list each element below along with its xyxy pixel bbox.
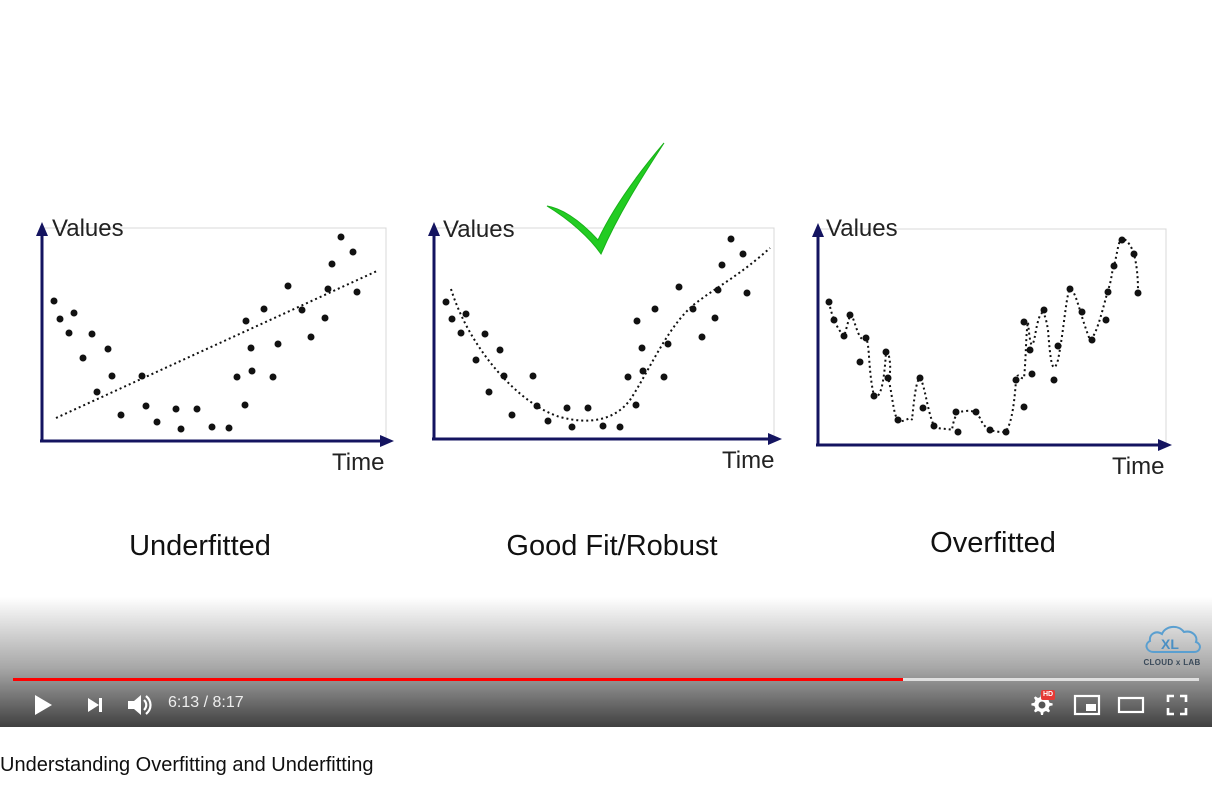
fullscreen-icon bbox=[1166, 694, 1188, 716]
chart-panel-underfitted: Values Time bbox=[36, 215, 394, 562]
next-button[interactable] bbox=[80, 688, 110, 722]
data-points bbox=[825, 236, 1142, 436]
panel-caption: Good Fit/Robust bbox=[506, 530, 717, 562]
watermark-text: CLOUD x LAB bbox=[1143, 658, 1201, 667]
theater-icon bbox=[1117, 696, 1145, 714]
volume-button[interactable] bbox=[122, 688, 156, 722]
channel-watermark[interactable]: XL CLOUD x LAB bbox=[1140, 622, 1204, 670]
x-axis-arrow bbox=[768, 433, 782, 445]
x-axis-arrow bbox=[1158, 439, 1172, 451]
play-button[interactable] bbox=[28, 688, 58, 722]
data-points bbox=[442, 235, 751, 431]
panel-caption: Overfitted bbox=[930, 527, 1056, 559]
video-frame: Values Time bbox=[36, 142, 1172, 562]
check-mark-icon bbox=[546, 142, 665, 256]
progress-bar[interactable] bbox=[13, 678, 1199, 681]
x-axis-label: Time bbox=[722, 447, 774, 474]
y-axis-label: Values bbox=[443, 216, 515, 243]
fit-curve bbox=[450, 247, 771, 422]
fullscreen-button[interactable] bbox=[1160, 688, 1194, 722]
settings-button[interactable]: HD bbox=[1026, 688, 1060, 722]
cloud-logo-icon: XL bbox=[1145, 626, 1201, 653]
hd-badge: HD bbox=[1041, 690, 1056, 700]
time-display: 6:13 / 8:17 bbox=[168, 694, 244, 711]
play-icon bbox=[35, 695, 52, 715]
y-axis-arrow bbox=[812, 223, 824, 237]
x-axis-label: Time bbox=[1112, 453, 1164, 480]
theater-mode-button[interactable] bbox=[1114, 688, 1148, 722]
fit-line bbox=[55, 270, 378, 419]
video-player[interactable]: Values Time bbox=[0, 0, 1212, 727]
y-axis-label: Values bbox=[826, 215, 898, 242]
progress-played bbox=[13, 678, 904, 681]
chart-frame bbox=[817, 228, 1167, 445]
next-icon bbox=[88, 698, 102, 712]
chart-panel-good-fit: Values Time bbox=[428, 142, 782, 562]
y-axis-label: Values bbox=[52, 215, 124, 242]
svg-text:XL: XL bbox=[1161, 636, 1179, 652]
video-title: Understanding Overfitting and Underfitti… bbox=[0, 754, 374, 776]
panel-caption: Underfitted bbox=[129, 530, 271, 562]
volume-icon bbox=[128, 695, 152, 715]
x-axis-arrow bbox=[380, 435, 394, 447]
y-axis-arrow bbox=[428, 222, 440, 236]
chart-panel-overfitted: Values Time bbox=[812, 215, 1172, 559]
fit-curve bbox=[828, 236, 1139, 434]
miniplayer-icon bbox=[1073, 694, 1101, 716]
y-axis-arrow bbox=[36, 222, 48, 236]
x-axis-label: Time bbox=[332, 449, 384, 476]
miniplayer-button[interactable] bbox=[1070, 688, 1104, 722]
data-points bbox=[50, 233, 361, 433]
